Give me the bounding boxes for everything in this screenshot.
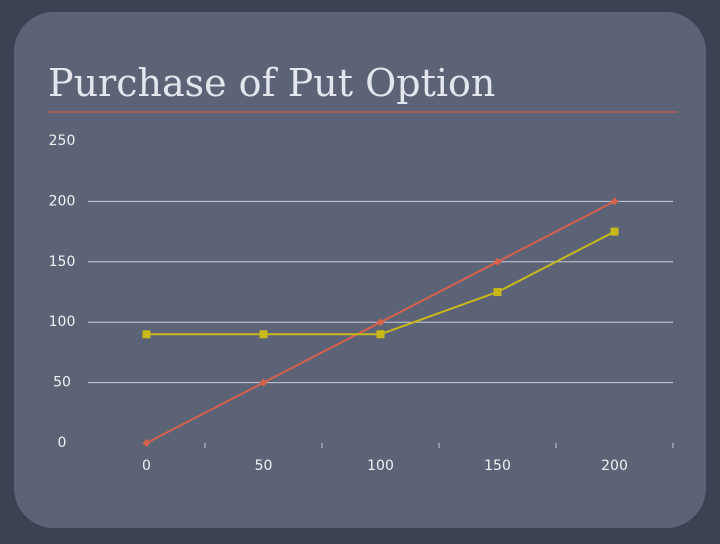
point-marker xyxy=(142,330,151,339)
y-tick-label: 100 xyxy=(49,314,76,330)
y-tick-label: 50 xyxy=(53,375,71,391)
point-marker xyxy=(259,330,268,339)
point-marker xyxy=(376,330,385,339)
point-marker xyxy=(376,318,385,327)
chart-title: Purchase of Put Option xyxy=(48,61,495,105)
y-tick-label: 250 xyxy=(49,133,76,149)
point-marker xyxy=(493,288,502,296)
y-tick-label: 150 xyxy=(49,254,76,270)
slide-panel xyxy=(14,12,706,528)
point-marker xyxy=(142,439,151,447)
x-tick-label: 100 xyxy=(367,458,394,474)
x-tick-label: 150 xyxy=(484,458,511,474)
x-tick-label: 50 xyxy=(255,458,273,474)
y-tick-label: 0 xyxy=(58,435,67,451)
point-marker xyxy=(610,227,619,236)
point-marker xyxy=(493,257,502,266)
point-marker xyxy=(259,378,268,387)
x-tick-label: 0 xyxy=(142,458,151,474)
x-tick-label: 200 xyxy=(601,458,628,474)
point-marker xyxy=(610,197,619,206)
y-tick-label: 200 xyxy=(49,193,76,209)
